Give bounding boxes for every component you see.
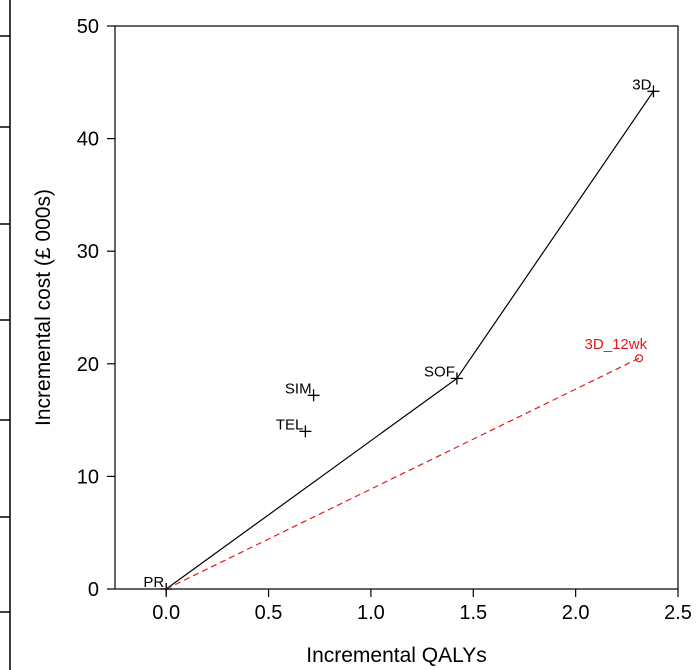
plot-area-frame <box>114 25 679 590</box>
point-label-3d-12wk: 3D_12wk <box>585 336 648 353</box>
y-axis-title: Incremental cost (£ 000s) <box>32 189 55 426</box>
x-tick-label: 1.5 <box>459 602 487 624</box>
x-tick-label: 2.0 <box>562 602 590 624</box>
y-tick-label: 50 <box>77 16 99 38</box>
x-tick-label: 0.5 <box>255 602 283 624</box>
point-label-pr: PR <box>143 574 164 591</box>
dashed-frontier-line <box>165 357 640 590</box>
x-tick-label: 1.0 <box>357 602 385 624</box>
x-axis-title: Incremental QALYs <box>306 644 487 667</box>
y-tick-label: 40 <box>77 129 99 151</box>
point-marker-tel <box>299 425 312 438</box>
point-marker-sof <box>450 372 463 385</box>
x-tick-label: 2.5 <box>664 602 692 624</box>
point-marker-3d-12wk <box>635 354 644 363</box>
point-label-tel: TEL <box>276 416 304 433</box>
point-marker-sim <box>307 389 320 402</box>
y-axis: 0 10 20 30 40 50 <box>77 16 115 601</box>
y-tick-label: 10 <box>77 466 99 488</box>
point-label-3d: 3D <box>632 76 651 93</box>
y-tick-label: 30 <box>77 241 99 263</box>
point-marker-pr <box>160 583 173 595</box>
point-marker-3d <box>647 85 660 98</box>
point-label-sim: SIM <box>285 380 312 397</box>
efficiency-frontier-line <box>165 90 654 590</box>
y-tick-label: 0 <box>88 579 99 601</box>
point-label-sof: SOF <box>424 363 455 380</box>
x-axis: 0.0 0.5 1.0 1.5 2.0 2.5 <box>152 589 692 624</box>
x-tick-label: 0.0 <box>152 602 180 624</box>
data-points: PR SIM TEL SOF 3D 3D_12wk <box>143 76 660 595</box>
frontier-lines <box>165 90 654 590</box>
y-tick-label: 20 <box>77 354 99 376</box>
